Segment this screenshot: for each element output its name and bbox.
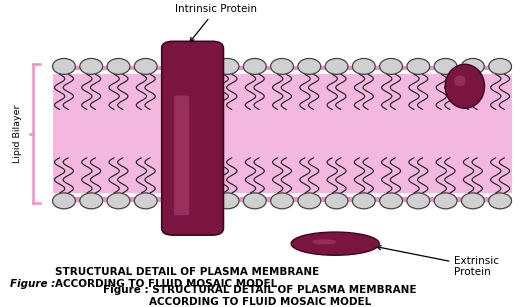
Ellipse shape — [243, 58, 266, 74]
Ellipse shape — [325, 193, 348, 209]
Bar — [53, 74, 512, 193]
FancyBboxPatch shape — [174, 95, 189, 215]
Ellipse shape — [489, 193, 512, 209]
Text: Extrinsic
Protein: Extrinsic Protein — [377, 246, 500, 278]
Ellipse shape — [353, 193, 375, 209]
Ellipse shape — [298, 193, 321, 209]
Ellipse shape — [380, 58, 402, 74]
Ellipse shape — [434, 58, 457, 74]
Ellipse shape — [407, 193, 430, 209]
Ellipse shape — [461, 193, 484, 209]
Ellipse shape — [380, 193, 402, 209]
Ellipse shape — [216, 58, 239, 74]
Ellipse shape — [80, 58, 102, 74]
Ellipse shape — [454, 75, 466, 86]
Text: STRUCTURAL DETAIL OF PLASMA MEMBRANE
ACCORDING TO FLUID MOSAIC MODEL: STRUCTURAL DETAIL OF PLASMA MEMBRANE ACC… — [55, 267, 319, 289]
Ellipse shape — [53, 58, 75, 74]
Text: Figure : STRUCTURAL DETAIL OF PLASMA MEMBRANE
ACCORDING TO FLUID MOSAIC MODEL: Figure : STRUCTURAL DETAIL OF PLASMA MEM… — [103, 286, 417, 307]
Ellipse shape — [312, 239, 336, 245]
Text: Figure :: Figure : — [10, 278, 59, 289]
Ellipse shape — [489, 58, 512, 74]
Ellipse shape — [270, 58, 293, 74]
Ellipse shape — [434, 193, 457, 209]
Ellipse shape — [53, 193, 75, 209]
Ellipse shape — [353, 58, 375, 74]
Ellipse shape — [216, 193, 239, 209]
Ellipse shape — [461, 58, 484, 74]
Ellipse shape — [298, 58, 321, 74]
Bar — [53, 66, 512, 70]
Ellipse shape — [80, 193, 102, 209]
Ellipse shape — [107, 58, 130, 74]
Ellipse shape — [325, 58, 348, 74]
Ellipse shape — [291, 232, 379, 255]
Ellipse shape — [445, 64, 485, 108]
Ellipse shape — [243, 193, 266, 209]
Ellipse shape — [270, 193, 293, 209]
Ellipse shape — [134, 193, 157, 209]
Ellipse shape — [407, 58, 430, 74]
Ellipse shape — [107, 193, 130, 209]
Bar — [53, 197, 512, 202]
Text: Intrinsic Protein: Intrinsic Protein — [175, 4, 257, 42]
Text: Lipid Bilayer: Lipid Bilayer — [13, 104, 22, 163]
FancyBboxPatch shape — [162, 41, 224, 235]
Ellipse shape — [134, 58, 157, 74]
